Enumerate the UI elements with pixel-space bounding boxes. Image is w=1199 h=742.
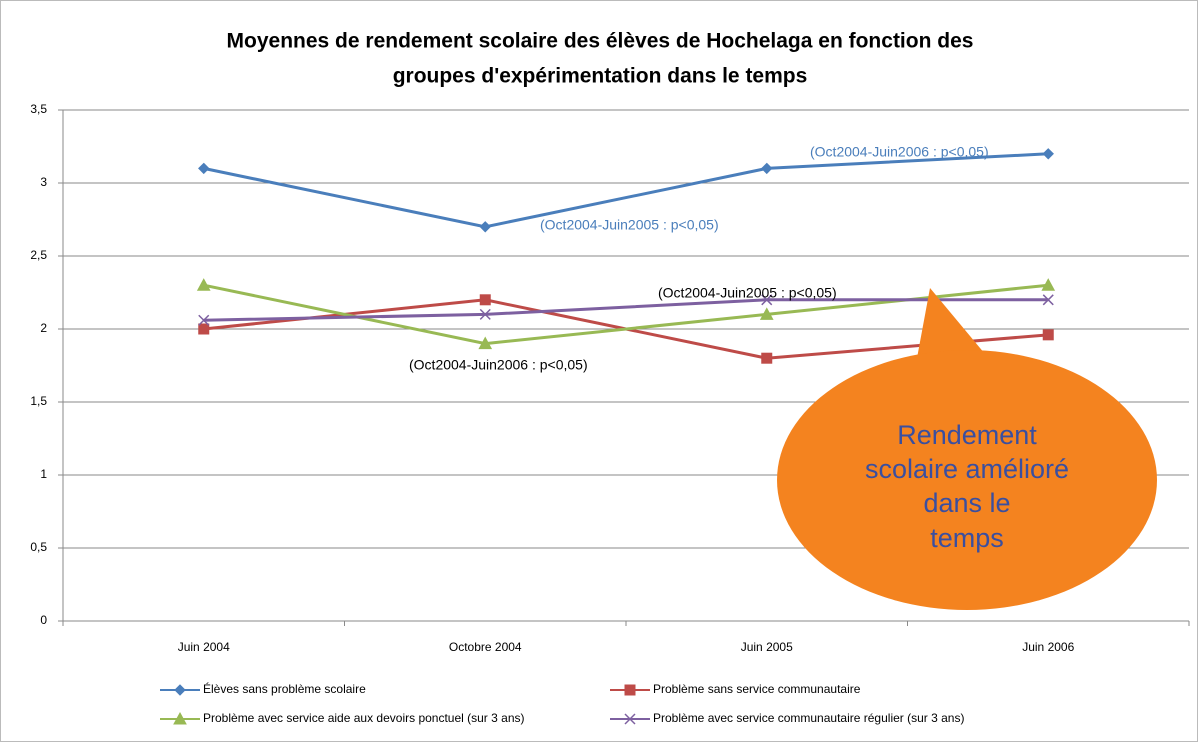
marker	[478, 336, 493, 350]
callout-text: dans le	[923, 488, 1010, 518]
series-line	[203, 298, 1049, 322]
marker	[174, 684, 186, 696]
marker	[479, 294, 491, 306]
series-line	[203, 152, 1049, 229]
x-tick-label: Octobre 2004	[449, 640, 522, 654]
y-tick-label: 3,5	[30, 102, 47, 116]
marker	[198, 314, 210, 326]
legend-item: Problème avec service aide aux devoirs p…	[160, 711, 525, 725]
legend-label: Élèves sans problème scolaire	[203, 681, 366, 696]
marker	[761, 294, 773, 306]
marker	[198, 162, 210, 175]
marker	[624, 684, 636, 696]
y-tick-label: 0,5	[30, 540, 47, 554]
marker	[1042, 148, 1054, 160]
y-tick-label: 1	[40, 467, 47, 481]
y-tick-label: 1,5	[30, 394, 47, 408]
marker	[479, 308, 491, 320]
chart-title: Moyennes de rendement scolaire des élève…	[227, 30, 974, 53]
legend-label: Problème sans service communautaire	[653, 682, 861, 696]
marker	[1042, 329, 1054, 341]
marker	[196, 278, 211, 291]
marker	[761, 352, 773, 364]
marker	[759, 307, 774, 320]
callout-text: scolaire amélioré	[865, 454, 1069, 484]
y-tick-label: 3	[40, 175, 47, 189]
marker	[479, 221, 491, 233]
x-tick-label: Juin 2006	[1022, 640, 1074, 654]
callout-text: temps	[930, 523, 1004, 553]
legend-item: Problème sans service communautaire	[610, 682, 861, 696]
annotation: (Oct2004-Juin2006 : p<0,05)	[810, 144, 989, 160]
marker	[173, 711, 187, 725]
callout-bubble	[777, 350, 1157, 610]
annotation: (Oct2004-Juin2005 : p<0,05)	[540, 217, 719, 233]
x-tick-label: Juin 2004	[178, 640, 230, 654]
y-tick-label: 2	[40, 321, 47, 335]
callout: Rendement scolaire amélioré dans le temp…	[777, 288, 1157, 610]
plot-area: 0 0,5 1 1,5 2 2,5 3 3,5 Juin 2004 Octobre 2004 Jui…	[30, 102, 1190, 654]
legend-label: Problème avec service communautaire régu…	[653, 711, 964, 725]
y-tick-label: 2,5	[30, 248, 47, 262]
annotation: (Oct2004-Juin2005 : p<0,05)	[658, 285, 837, 301]
callout-text: Rendement	[897, 420, 1037, 450]
chart-title: groupes d'expérimentation dans le temps	[393, 65, 808, 88]
legend-item: Problème avec service communautaire régu…	[610, 711, 964, 725]
marker	[761, 162, 773, 175]
legend-item: Élèves sans problème scolaire	[160, 681, 366, 696]
marker	[1042, 294, 1054, 306]
legend-label: Problème avec service aide aux devoirs p…	[203, 711, 525, 725]
marker	[198, 323, 210, 335]
y-tick-label: 0	[40, 613, 47, 627]
annotation: (Oct2004-Juin2006 : p<0,05)	[409, 357, 588, 373]
marker	[1041, 278, 1056, 291]
marker	[624, 713, 636, 725]
x-tick-label: Juin 2005	[741, 640, 793, 654]
